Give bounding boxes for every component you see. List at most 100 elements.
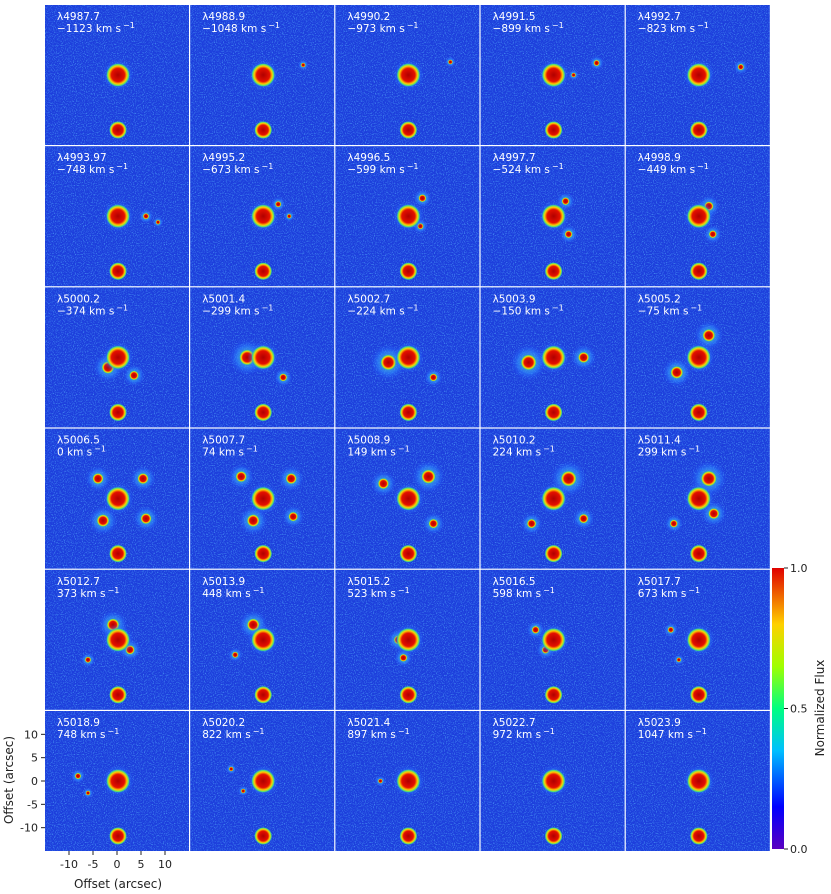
emission-blob: [421, 469, 436, 484]
velocity-exponent: −1: [253, 586, 265, 595]
velocity-label: −299 km s −1: [202, 303, 273, 317]
wavelength-label: λ5003.9: [493, 293, 536, 305]
central-source: [106, 769, 130, 793]
colorbar-label: Normalized Flux: [813, 660, 827, 757]
wavelength-label: λ5008.9: [347, 435, 390, 447]
central-source: [106, 345, 130, 370]
emission-blob: [418, 194, 427, 203]
wavelength-label: λ5010.2: [493, 435, 536, 447]
central-source: [541, 486, 566, 511]
emission-blob: [275, 201, 282, 208]
central-source: [686, 627, 711, 652]
wavelength-label: λ5013.9: [202, 576, 245, 588]
emission-blob: [448, 59, 453, 65]
central-source: [106, 204, 130, 229]
emission-blob: [593, 59, 600, 67]
companion-source: [254, 121, 273, 139]
velocity-text: 0 km s: [57, 447, 92, 459]
emission-blob: [676, 657, 682, 663]
wavelength-label: λ5000.2: [57, 293, 100, 305]
emission-blob: [702, 329, 716, 342]
velocity-label: 299 km s −1: [638, 445, 700, 459]
velocity-text: −449 km s: [638, 164, 695, 176]
companion-source: [399, 544, 418, 563]
x-axis-label: Offset (arcsec): [74, 877, 162, 891]
velocity-label: −224 km s −1: [347, 303, 418, 317]
companion-source: [689, 262, 708, 281]
emission-blob: [429, 373, 438, 382]
velocity-exponent: −1: [552, 162, 564, 171]
emission-blob: [377, 478, 389, 490]
central-source: [396, 63, 421, 87]
velocity-label: 149 km s −1: [347, 445, 409, 459]
central-source: [686, 204, 711, 229]
wavelength-label: λ5018.9: [57, 717, 100, 729]
panel: λ5003.9−150 km s −1: [480, 287, 625, 428]
companion-source: [689, 685, 708, 704]
panel: λ4991.5−899 km s −1: [480, 5, 625, 145]
velocity-label: 673 km s −1: [638, 586, 700, 600]
companion-source: [109, 827, 127, 845]
emission-blob: [561, 197, 570, 206]
companion-source: [109, 262, 127, 281]
panel: λ4997.7−524 km s −1: [480, 146, 625, 287]
emission-blob: [670, 366, 684, 379]
companion-source: [109, 685, 127, 704]
y-tick-label: 5: [31, 752, 38, 765]
wavelength-label: λ4990.2: [347, 11, 390, 23]
velocity-text: −299 km s: [202, 305, 259, 317]
velocity-text: −524 km s: [493, 164, 550, 176]
velocity-exponent: −1: [697, 21, 709, 30]
companion-source: [689, 121, 708, 139]
velocity-text: −673 km s: [202, 164, 259, 176]
velocity-exponent: −1: [116, 303, 128, 312]
velocity-exponent: −1: [543, 727, 555, 736]
central-source: [396, 345, 421, 370]
velocity-exponent: −1: [398, 727, 410, 736]
companion-source: [689, 403, 708, 422]
central-source: [686, 63, 711, 87]
central-source: [396, 769, 421, 793]
wavelength-label: λ5015.2: [347, 576, 390, 588]
velocity-exponent: −1: [407, 303, 419, 312]
emission-blob: [526, 518, 537, 529]
central-source: [106, 63, 130, 87]
companion-source: [254, 827, 273, 845]
emission-blob: [520, 354, 537, 371]
companion-source: [109, 121, 127, 139]
wavelength-label: λ5016.5: [493, 576, 536, 588]
velocity-label: −374 km s −1: [57, 303, 128, 317]
companion-source: [399, 685, 418, 704]
panel: λ4990.2−973 km s −1: [335, 5, 480, 145]
wavelength-label: λ5022.7: [493, 717, 536, 729]
velocity-label: −973 km s −1: [347, 21, 418, 35]
velocity-text: 822 km s: [202, 729, 251, 741]
companion-source: [399, 403, 418, 422]
central-source: [541, 345, 566, 370]
emission-blob: [140, 513, 152, 525]
wavelength-label: λ5017.7: [638, 576, 681, 588]
velocity-exponent: −1: [268, 21, 280, 30]
velocity-exponent: −1: [688, 445, 700, 454]
panel: λ5005.2−75 km s −1: [625, 287, 770, 428]
emission-blob: [564, 230, 573, 239]
x-tick-label: 0: [114, 858, 121, 871]
emission-blob: [92, 473, 104, 485]
velocity-text: 373 km s: [57, 588, 106, 600]
velocity-exponent: −1: [407, 162, 419, 171]
velocity-text: 149 km s: [347, 447, 396, 459]
emission-blob: [232, 651, 239, 658]
central-source: [106, 627, 130, 652]
velocity-exponent: −1: [543, 586, 555, 595]
wavelength-label: λ5023.9: [638, 717, 681, 729]
emission-blob: [84, 656, 92, 663]
panel: λ4996.5−599 km s −1: [335, 146, 480, 287]
central-source: [251, 627, 276, 652]
velocity-exponent: −1: [398, 586, 410, 595]
wavelength-label: λ4995.2: [202, 152, 245, 164]
